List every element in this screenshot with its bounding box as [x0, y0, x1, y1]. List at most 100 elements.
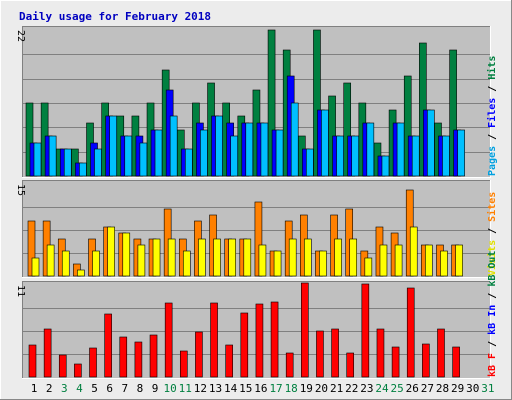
panel-top-legend-item: Files	[486, 98, 498, 128]
bar-kbf-day-13	[210, 302, 218, 378]
bar-visits-day-18	[288, 238, 297, 277]
panel-top-legend-item: Pages	[487, 146, 498, 176]
bar-pages-day-19	[306, 148, 314, 177]
bar-kbf-day-3	[58, 354, 67, 378]
bar-visits-day-26	[409, 226, 418, 277]
x-tick-label: 11	[179, 382, 192, 395]
x-tick-label: 9	[152, 382, 159, 395]
x-tick-label: 28	[436, 382, 449, 395]
bar-pages-day-25	[396, 122, 405, 177]
bar-kbf-day-7	[119, 336, 128, 378]
x-tick-label: 27	[421, 382, 434, 395]
panel-top-legend: Pages / Files / Hits	[486, 56, 498, 176]
bar-pages-day-24	[381, 155, 390, 177]
bar-kbf-day-17	[270, 301, 279, 378]
bar-hits-day-29	[449, 49, 457, 177]
panel-bottom-legend: kB F / kB In / kB Out	[487, 251, 498, 377]
bar-kbf-day-26	[406, 287, 415, 378]
x-tick-label: 13	[209, 382, 222, 395]
bar-kbf-day-1	[28, 344, 37, 378]
bar-pages-day-13	[215, 115, 223, 177]
bar-visits-day-17	[273, 250, 282, 277]
bar-pages-day-15	[245, 122, 254, 177]
bar-kbf-day-22	[346, 352, 355, 378]
panel-bottom: 11 kB F / kB In / kB Out	[15, 251, 498, 379]
x-tick-label: 14	[224, 382, 238, 395]
bar-pages-day-11	[184, 148, 193, 177]
bar-visits-day-2	[46, 244, 55, 277]
x-tick-label: 16	[254, 382, 267, 395]
x-tick-label: 26	[406, 382, 419, 395]
bar-visits-day-19	[304, 238, 312, 277]
bar-kbf-day-28	[437, 328, 445, 378]
panel-middle-legend-item: Visits	[486, 240, 498, 276]
x-tick-label: 18	[285, 382, 298, 395]
bar-visits-day-14	[228, 238, 236, 277]
bar-pages-day-1	[33, 142, 42, 177]
x-tick-label: 19	[300, 382, 313, 395]
x-tick-label: 10	[164, 382, 177, 395]
bar-kbf-day-23	[361, 283, 370, 378]
bar-kbf-day-8	[134, 341, 143, 378]
bar-kbf-day-6	[104, 313, 112, 378]
panel-middle-legend-item: /	[487, 222, 498, 240]
x-tick-label: 21	[330, 382, 343, 395]
x-tick-label: 17	[269, 382, 282, 395]
panel-top-scale-label: 22	[15, 30, 26, 42]
bar-visits-day-20	[319, 250, 327, 277]
panel-bottom-scale-label: 11	[15, 285, 26, 297]
x-tick-label: 3	[61, 382, 68, 395]
x-tick-label: 22	[345, 382, 358, 395]
panel-bottom-legend-item: kB Out	[487, 251, 498, 287]
bar-pages-day-12	[200, 129, 208, 177]
x-tick-label: 24	[375, 382, 389, 395]
x-tick-label: 8	[137, 382, 144, 395]
bar-kbf-day-18	[285, 352, 294, 378]
bar-kbf-day-12	[195, 331, 203, 378]
x-tick-label: 31	[481, 382, 494, 395]
bar-visits-day-4	[77, 269, 85, 277]
panel-top-legend-item: /	[487, 80, 498, 98]
bar-visits-day-13	[213, 238, 221, 277]
bar-pages-day-6	[109, 115, 117, 177]
bar-kbf-day-4	[74, 363, 82, 378]
panel-middle: 15 Visits / Sites	[15, 180, 498, 278]
chart-title: Daily usage for February 2018	[19, 10, 211, 23]
bar-kbf-day-29	[452, 346, 460, 378]
bar-visits-day-23	[364, 257, 373, 277]
x-tick-label: 1	[31, 382, 38, 395]
bar-pages-day-5	[94, 148, 102, 177]
bar-pages-day-16	[260, 122, 269, 177]
bar-visits-day-24	[379, 244, 388, 277]
bar-hits-day-1	[25, 102, 34, 177]
bar-pages-day-28	[442, 135, 450, 177]
bar-pages-day-4	[79, 162, 87, 177]
bar-pages-day-27	[427, 109, 435, 177]
bar-visits-day-12	[198, 238, 206, 277]
x-tick-label: 23	[360, 382, 373, 395]
bar-kbf-day-24	[376, 328, 385, 378]
panel-bottom-legend-item: /	[487, 335, 498, 353]
panel-top: 22 Pages / Files / Hits	[15, 26, 498, 178]
bar-visits-day-11	[182, 250, 191, 277]
bar-kbf-day-11	[179, 350, 188, 378]
bar-sites-day-1	[27, 220, 36, 277]
bar-pages-day-26	[411, 135, 420, 177]
bar-visits-day-7	[122, 232, 131, 277]
panel-top-legend-item: /	[487, 128, 498, 146]
bar-visits-day-25	[394, 244, 403, 277]
bar-kbf-day-5	[89, 347, 97, 378]
bar-kbf-day-19	[301, 282, 309, 378]
bar-kbf-day-10	[164, 302, 173, 378]
bar-pages-day-21	[336, 135, 344, 177]
x-tick-label: 2	[46, 382, 53, 395]
bar-pages-day-18	[290, 102, 299, 177]
bar-hits-day-17	[267, 29, 276, 177]
x-tick-label: 4	[76, 382, 83, 395]
panel-bottom-legend-item: kB F	[487, 353, 498, 377]
bar-sites-day-16	[254, 201, 263, 277]
bar-pages-day-14	[230, 135, 238, 177]
bar-visits-day-22	[349, 238, 358, 277]
